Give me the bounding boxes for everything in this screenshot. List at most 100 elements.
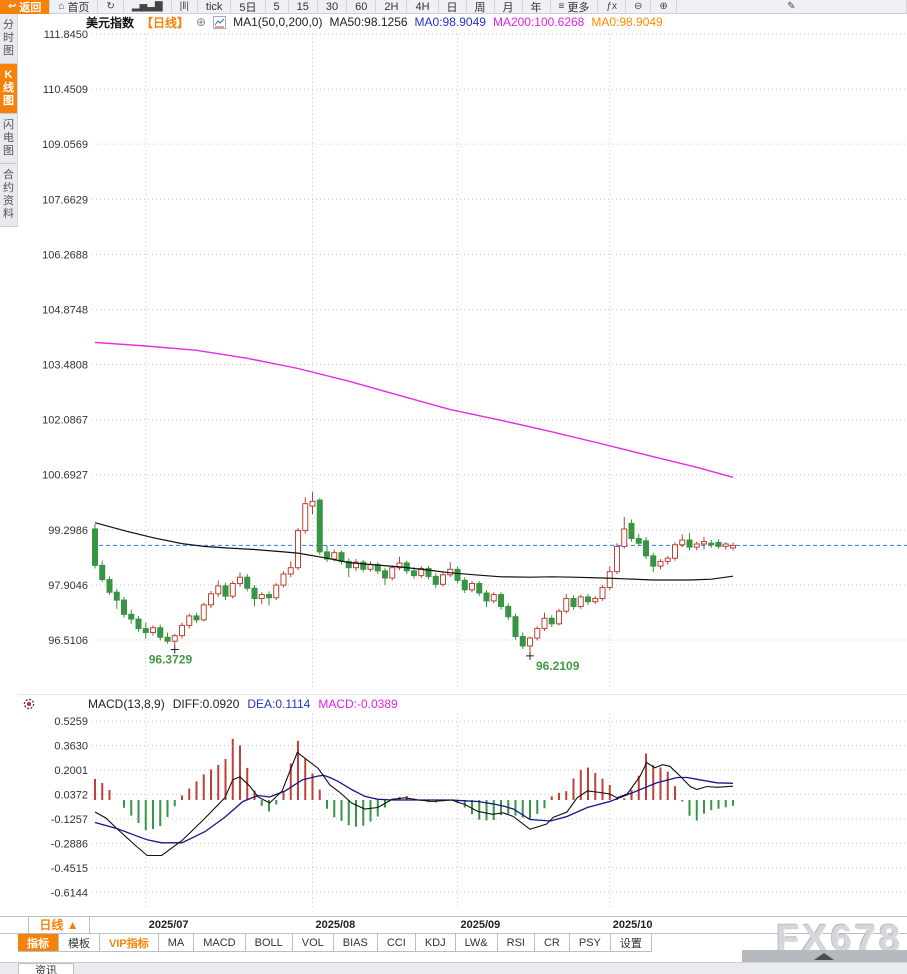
price-axis-label: 103.4808 <box>42 360 88 372</box>
news-tab[interactable]: 资讯 <box>18 963 74 974</box>
tab-PSY[interactable]: PSY <box>570 934 611 951</box>
toolbar-button-period-year[interactable]: 年 <box>523 0 551 14</box>
toolbar-button-period-2h[interactable]: 2H <box>376 0 408 14</box>
toolbar-button-label: 日 <box>446 1 458 14</box>
tab-模板[interactable]: 模板 <box>59 934 100 951</box>
symbol-name: 美元指数 <box>86 15 135 30</box>
more-icon: ≡ <box>558 1 565 12</box>
toolbar-button-period-60[interactable]: 60 <box>347 0 377 14</box>
macd-chart[interactable]: 0.5259 0.3630 0.2001 0.0372 -0.1257 -0.2886 -0… <box>18 712 907 914</box>
toolbar-button-more[interactable]: ≡ 更多 <box>551 0 599 14</box>
price-axis-label: 97.9046 <box>48 580 88 592</box>
toolbar-button-candle-chart-icon[interactable]: |‖| <box>172 0 198 14</box>
macd-axis-label: 0.5259 <box>54 716 88 728</box>
price-axis-label: 96.5106 <box>48 635 88 647</box>
toolbar-button-label: 首页 <box>67 1 90 14</box>
tab-BOLL[interactable]: BOLL <box>246 934 293 951</box>
toolbar-button-label: 5 <box>273 0 280 13</box>
ma50-value: MA50:98.1256 <box>329 15 408 29</box>
toolbar-button-period-5[interactable]: 5 <box>266 0 289 14</box>
zoom-out-icon: ⊖ <box>633 1 643 12</box>
price-axis-label: 99.2986 <box>48 525 88 537</box>
toolbar-button-period-day[interactable]: 日 <box>439 0 467 14</box>
low-marker-icon <box>526 651 534 660</box>
toolbar-button-draw-icon[interactable]: ✎ <box>677 0 907 14</box>
toolbar-button-period-30[interactable]: 30 <box>318 0 348 14</box>
toolbar-button-period-15[interactable]: 15 <box>289 0 318 14</box>
price-axis-label: 104.8748 <box>42 304 88 316</box>
period-label: 【日线】 <box>141 15 190 30</box>
ma0-orange-value: MA0:98.9049 <box>591 15 663 29</box>
date-axis-row: 日线 ▲ 2025/07 2025/08 2025/09 2025/10 <box>0 916 907 934</box>
back-icon: ↩ <box>8 1 17 12</box>
toolbar-button-period-week[interactable]: 周 <box>467 0 495 14</box>
toolbar-button-label: 返回 <box>19 1 42 14</box>
panel-divider <box>18 694 907 695</box>
price-axis-label: 111.8450 <box>44 30 88 41</box>
price-axis-label: 110.4509 <box>43 84 88 96</box>
toolbar-button-label: 2H <box>384 0 399 13</box>
panel-expander-bar[interactable] <box>742 950 907 962</box>
toolbar-button-zoom-in-icon[interactable]: ⊕ <box>651 0 677 14</box>
zoom-in-icon: ⊕ <box>659 1 668 12</box>
macd-formula: MACD(13,8,9) <box>88 697 165 711</box>
tab-CR[interactable]: CR <box>535 934 570 951</box>
home-icon: ⌂ <box>58 1 65 12</box>
draw-icon: ✎ <box>787 1 796 12</box>
sidebar-item-分时图[interactable]: 分时图 <box>0 14 17 64</box>
x-axis-label: 2025/08 <box>315 919 356 931</box>
chart-title-row: 美元指数 【日线】 ⊕ MA1(50,0,200,0) MA50:98.1256… <box>86 14 663 30</box>
low-price-label: 96.2109 <box>536 659 580 673</box>
macd-axis-label: -0.4515 <box>51 863 88 875</box>
diff-line <box>94 751 734 857</box>
toolbar-button-label: 4H <box>415 0 430 13</box>
toolbar-button-fx-icon[interactable]: ƒx <box>598 0 626 14</box>
refresh-icon: ↻ <box>106 1 115 12</box>
period-selector[interactable]: 日线 ▲ <box>28 917 90 933</box>
dea-line <box>94 774 734 844</box>
toolbar-button-home[interactable]: ⌂ 首页 <box>50 0 99 14</box>
tab-RSI[interactable]: RSI <box>498 934 535 951</box>
toolbar-button-label: 5日 <box>239 1 257 14</box>
macd-dea-value: DEA:0.1114 <box>247 697 311 711</box>
tab-LW&[interactable]: LW& <box>456 934 498 951</box>
price-axis-label: 107.6629 <box>42 194 88 206</box>
tab-MACD[interactable]: MACD <box>194 934 246 951</box>
low-marker-icon <box>170 645 179 654</box>
tab-KDJ[interactable]: KDJ <box>416 934 456 951</box>
fx-icon: ƒx <box>606 1 617 12</box>
chart-type-icon[interactable] <box>213 15 227 29</box>
toolbar-button-bar-chart-icon[interactable]: ▂▅▃▇ <box>124 0 172 14</box>
toolbar-button-period-5d[interactable]: 5日 <box>231 0 266 14</box>
macd-axis-label: -0.1257 <box>51 814 88 826</box>
candle-chart-icon: |‖| <box>179 1 189 12</box>
toolbar-button-label: 60 <box>355 0 368 13</box>
add-indicator-icon[interactable]: ⊕ <box>196 15 207 29</box>
toolbar-button-back[interactable]: ↩ 返回 <box>0 0 51 14</box>
tab-设置[interactable]: 设置 <box>611 934 652 951</box>
toolbar-button-zoom-out-icon[interactable]: ⊖ <box>626 0 652 14</box>
x-axis-label: 2025/07 <box>148 919 189 931</box>
tab-VOL[interactable]: VOL <box>293 934 334 951</box>
sidebar-item-闪电图[interactable]: 闪电图 <box>0 114 17 164</box>
toolbar-button-period-month[interactable]: 月 <box>495 0 523 14</box>
indicator-settings-icon[interactable] <box>21 696 37 712</box>
tab-VIP指标[interactable]: VIP指标 <box>100 934 159 951</box>
tab-指标[interactable]: 指标 <box>18 934 59 951</box>
bottom-strip <box>0 962 907 974</box>
price-axis-label: 100.6927 <box>42 470 88 482</box>
toolbar-button-period-4h[interactable]: 4H <box>407 0 439 14</box>
price-axis-label: 102.0867 <box>42 415 88 427</box>
toolbar-button-refresh-icon[interactable]: ↻ <box>98 0 124 14</box>
tab-BIAS[interactable]: BIAS <box>334 934 378 951</box>
ma50-line <box>94 522 734 581</box>
macd-diff-value: DIFF:0.0920 <box>172 697 240 711</box>
tab-MA[interactable]: MA <box>159 934 195 951</box>
sidebar-item-合约资料[interactable]: 合约资料 <box>0 164 17 227</box>
toolbar-button-tick[interactable]: tick <box>198 0 232 14</box>
x-axis-label: 2025/10 <box>612 919 653 931</box>
tab-CCI[interactable]: CCI <box>378 934 416 951</box>
macd-header: MACD(13,8,9) DIFF:0.0920 DEA:0.1114 MACD… <box>88 697 398 711</box>
price-chart[interactable]: 111.8450 110.4509 109.0569 107.6629 106.2688… <box>18 30 907 692</box>
